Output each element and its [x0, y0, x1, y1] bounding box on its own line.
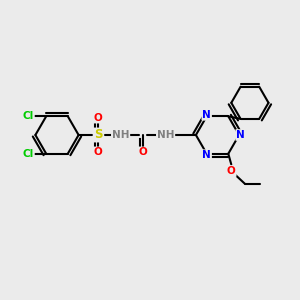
Text: N: N	[202, 110, 211, 120]
Text: NH: NH	[157, 130, 174, 140]
Text: O: O	[94, 147, 103, 158]
Text: Cl: Cl	[22, 149, 34, 159]
Text: NH: NH	[112, 130, 129, 140]
Text: Cl: Cl	[22, 111, 34, 121]
Text: S: S	[94, 128, 102, 142]
Text: O: O	[227, 166, 236, 176]
Text: O: O	[139, 147, 148, 158]
Text: N: N	[236, 130, 245, 140]
Text: O: O	[94, 112, 103, 123]
Text: N: N	[202, 150, 211, 160]
